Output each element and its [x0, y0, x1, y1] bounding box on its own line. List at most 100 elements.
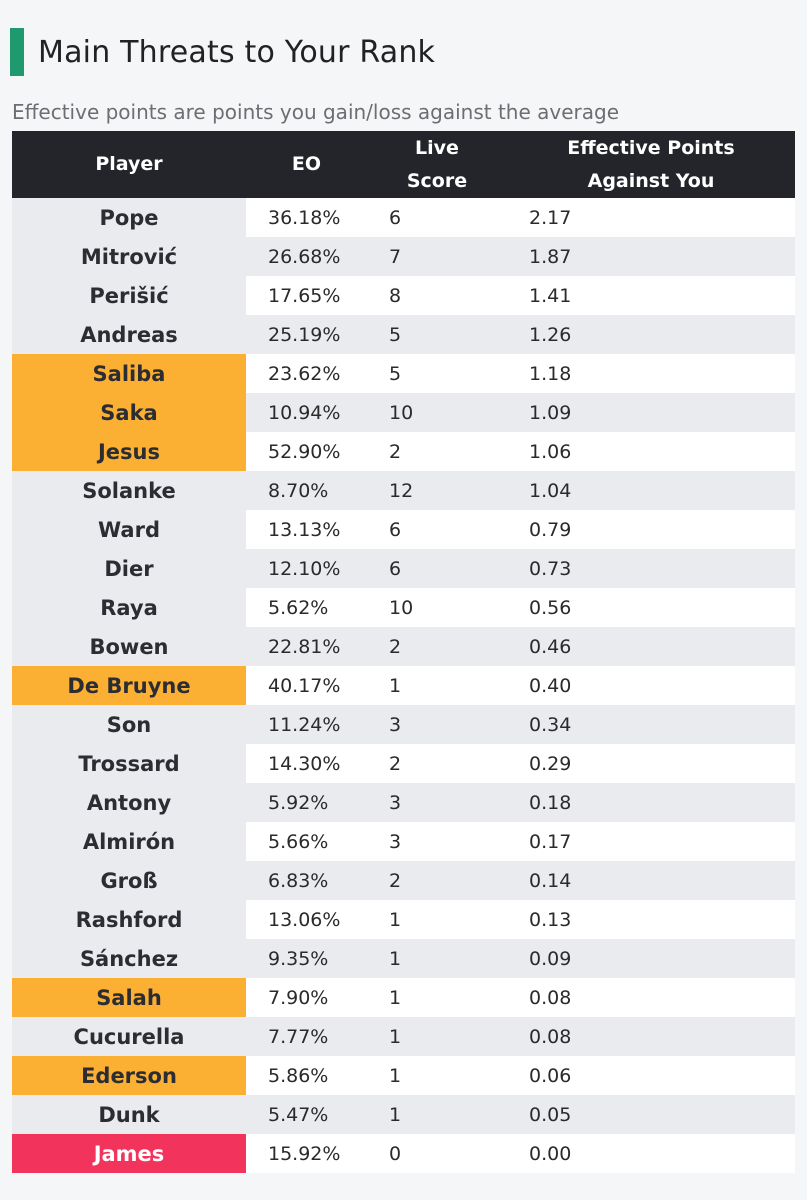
table-row: Rashford 13.06% 1 0.13 — [12, 900, 795, 939]
eo-cell: 40.17% — [246, 666, 367, 705]
effective-points-cell: 0.13 — [507, 900, 795, 939]
header-live-score: Live Score — [367, 131, 507, 198]
player-name-cell: Raya — [12, 588, 246, 627]
live-score-cell: 8 — [367, 276, 507, 315]
table-row: Cucurella 7.77% 1 0.08 — [12, 1017, 795, 1056]
player-name-cell: Saka — [12, 393, 246, 432]
player-name-cell: Jesus — [12, 432, 246, 471]
live-score-cell: 10 — [367, 588, 507, 627]
table-row: James 15.92% 0 0.00 — [12, 1134, 795, 1173]
player-name-cell: Salah — [12, 978, 246, 1017]
live-score-cell: 5 — [367, 315, 507, 354]
eo-cell: 23.62% — [246, 354, 367, 393]
effective-points-cell: 1.06 — [507, 432, 795, 471]
eo-cell: 17.65% — [246, 276, 367, 315]
player-name-cell: Son — [12, 705, 246, 744]
live-score-cell: 6 — [367, 549, 507, 588]
effective-points-cell: 1.18 — [507, 354, 795, 393]
effective-points-cell: 1.04 — [507, 471, 795, 510]
effective-points-cell: 1.26 — [507, 315, 795, 354]
live-score-cell: 3 — [367, 783, 507, 822]
player-name-cell: Groß — [12, 861, 246, 900]
eo-cell: 12.10% — [246, 549, 367, 588]
table-row: Ederson 5.86% 1 0.06 — [12, 1056, 795, 1095]
effective-points-cell: 0.18 — [507, 783, 795, 822]
effective-points-cell: 0.08 — [507, 1017, 795, 1056]
live-score-cell: 12 — [367, 471, 507, 510]
player-name-cell: Andreas — [12, 315, 246, 354]
table-row: Raya 5.62% 10 0.56 — [12, 588, 795, 627]
effective-points-cell: 2.17 — [507, 198, 795, 237]
live-score-cell: 1 — [367, 978, 507, 1017]
eo-cell: 25.19% — [246, 315, 367, 354]
table-row: De Bruyne 40.17% 1 0.40 — [12, 666, 795, 705]
effective-points-cell: 0.17 — [507, 822, 795, 861]
effective-points-cell: 0.08 — [507, 978, 795, 1017]
table-row: Jesus 52.90% 2 1.06 — [12, 432, 795, 471]
live-score-cell: 2 — [367, 432, 507, 471]
player-name-cell: Dunk — [12, 1095, 246, 1134]
eo-cell: 22.81% — [246, 627, 367, 666]
player-name-cell: Antony — [12, 783, 246, 822]
threats-table: Player EO Live Score Effective Points Agai… — [12, 131, 795, 1173]
effective-points-cell: 0.34 — [507, 705, 795, 744]
table-row: Andreas 25.19% 5 1.26 — [12, 315, 795, 354]
eo-cell: 10.94% — [246, 393, 367, 432]
table-row: Perišić 17.65% 8 1.41 — [12, 276, 795, 315]
player-name-cell: Bowen — [12, 627, 246, 666]
effective-points-cell: 0.09 — [507, 939, 795, 978]
player-name-cell: Saliba — [12, 354, 246, 393]
live-score-cell: 1 — [367, 666, 507, 705]
live-score-cell: 3 — [367, 705, 507, 744]
table-row: Saliba 23.62% 5 1.18 — [12, 354, 795, 393]
eo-cell: 36.18% — [246, 198, 367, 237]
eo-cell: 13.06% — [246, 900, 367, 939]
table-row: Salah 7.90% 1 0.08 — [12, 978, 795, 1017]
table-row: Dier 12.10% 6 0.73 — [12, 549, 795, 588]
eo-cell: 7.77% — [246, 1017, 367, 1056]
header-player: Player — [12, 131, 246, 198]
eo-cell: 8.70% — [246, 471, 367, 510]
effective-points-cell: 0.56 — [507, 588, 795, 627]
live-score-cell: 10 — [367, 393, 507, 432]
effective-points-cell: 1.87 — [507, 237, 795, 276]
page-subtitle: Effective points are points you gain/los… — [12, 100, 620, 124]
table-row: Sánchez 9.35% 1 0.09 — [12, 939, 795, 978]
eo-cell: 7.90% — [246, 978, 367, 1017]
live-score-cell: 6 — [367, 510, 507, 549]
effective-points-cell: 1.09 — [507, 393, 795, 432]
table-row: Dunk 5.47% 1 0.05 — [12, 1095, 795, 1134]
live-score-cell: 1 — [367, 900, 507, 939]
effective-points-cell: 0.05 — [507, 1095, 795, 1134]
live-score-cell: 2 — [367, 627, 507, 666]
player-name-cell: Rashford — [12, 900, 246, 939]
table-body: Pope 36.18% 6 2.17 Mitrović 26.68% 7 1.87 Periši… — [12, 198, 795, 1173]
eo-cell: 5.47% — [246, 1095, 367, 1134]
threats-table-container: Player EO Live Score Effective Points Agai… — [12, 131, 795, 1173]
table-row: Almirón 5.66% 3 0.17 — [12, 822, 795, 861]
player-name-cell: Sánchez — [12, 939, 246, 978]
eo-cell: 9.35% — [246, 939, 367, 978]
player-name-cell: Trossard — [12, 744, 246, 783]
player-name-cell: Ward — [12, 510, 246, 549]
eo-cell: 5.86% — [246, 1056, 367, 1095]
live-score-cell: 3 — [367, 822, 507, 861]
eo-cell: 15.92% — [246, 1134, 367, 1173]
page-title: Main Threats to Your Rank — [38, 34, 436, 70]
eo-cell: 6.83% — [246, 861, 367, 900]
effective-points-cell: 0.14 — [507, 861, 795, 900]
live-score-cell: 1 — [367, 1017, 507, 1056]
header-eo: EO — [246, 131, 367, 198]
table-row: Solanke 8.70% 12 1.04 — [12, 471, 795, 510]
player-name-cell: James — [12, 1134, 246, 1173]
effective-points-cell: 0.79 — [507, 510, 795, 549]
player-name-cell: Dier — [12, 549, 246, 588]
player-name-cell: De Bruyne — [12, 666, 246, 705]
effective-points-cell: 0.40 — [507, 666, 795, 705]
live-score-cell: 6 — [367, 198, 507, 237]
player-name-cell: Ederson — [12, 1056, 246, 1095]
player-name-cell: Almirón — [12, 822, 246, 861]
eo-cell: 11.24% — [246, 705, 367, 744]
table-row: Son 11.24% 3 0.34 — [12, 705, 795, 744]
effective-points-cell: 0.00 — [507, 1134, 795, 1173]
